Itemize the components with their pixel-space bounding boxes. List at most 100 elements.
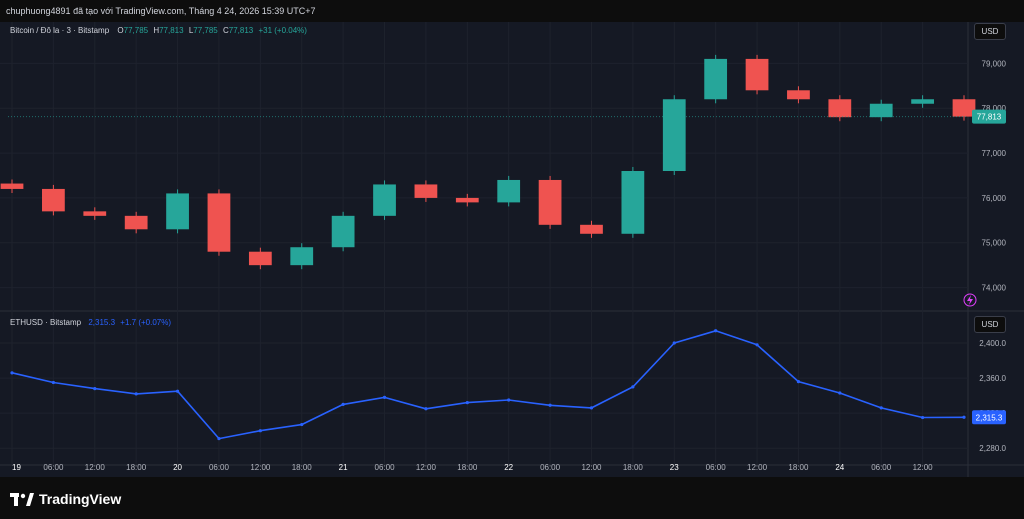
btc-candle[interactable] xyxy=(42,188,65,212)
eth-data-point xyxy=(507,398,511,402)
eth-legend: ETHUSD · Bitstamp 2,315.3 +1.7 (+0.07%) xyxy=(10,318,171,327)
eth-y-tick: 2,280.0 xyxy=(979,444,1006,453)
eth-price-line[interactable] xyxy=(11,330,965,440)
btc-open: 77,785 xyxy=(123,26,149,35)
eth-data-point xyxy=(796,380,801,384)
btc-low: 77,785 xyxy=(193,26,218,35)
btc-candle[interactable] xyxy=(83,211,107,216)
btc-candle[interactable] xyxy=(745,58,769,91)
eth-data-point xyxy=(672,341,676,345)
btc-candle[interactable] xyxy=(828,99,852,118)
btc-candle[interactable] xyxy=(373,184,396,216)
eth-data-point xyxy=(962,415,966,419)
btc-candle[interactable] xyxy=(869,103,893,118)
tradingview-brand[interactable]: TradingView xyxy=(10,491,121,507)
btc-price-label: 77,813 xyxy=(977,113,1002,122)
alert-icon-ring xyxy=(963,293,977,307)
btc-candle[interactable] xyxy=(497,179,521,203)
tradingview-wordmark: TradingView xyxy=(39,491,122,507)
eth-data-point xyxy=(134,392,138,396)
time-axis-label: 12:00 xyxy=(747,463,768,472)
btc-candle[interactable] xyxy=(290,247,314,266)
btc-change: +31 (+0.04%) xyxy=(258,26,307,35)
time-axis-label: 21 xyxy=(339,463,348,472)
btc-candle[interactable] xyxy=(704,58,728,100)
btc-candle[interactable] xyxy=(455,197,479,203)
price-axes: 19 06:00 12:00 18:00 20 06:00 12:00 18:00 21 06:0… xyxy=(12,59,1007,472)
eth-data-point xyxy=(921,415,925,420)
btc-symbol[interactable]: Bitcoin / Đô la · 3 · Bitstamp xyxy=(10,26,110,35)
chart-canvas[interactable]: 19 06:00 12:00 18:00 20 06:00 12:00 18:00 21 06:0… xyxy=(0,22,1024,477)
eth-data-point xyxy=(589,406,594,410)
btc-candle[interactable] xyxy=(621,171,645,234)
footer-bar: TradingView xyxy=(0,477,1024,519)
btc-candles xyxy=(0,54,976,270)
btc-y-tick: 79,000 xyxy=(982,59,1007,68)
btc-candle[interactable] xyxy=(331,215,355,248)
btc-candle[interactable] xyxy=(662,99,686,171)
eth-data-point xyxy=(548,403,552,407)
btc-legend: Bitcoin / Đô la · 3 · Bitstamp O77,785 H… xyxy=(10,26,307,35)
btc-l-label: L xyxy=(188,26,194,35)
time-axis-label: 18:00 xyxy=(623,463,644,472)
time-axis-label: 06:00 xyxy=(871,463,892,472)
btc-candle[interactable] xyxy=(538,179,562,225)
alert-icon-bolt xyxy=(967,295,973,305)
eth-data-point xyxy=(424,407,428,411)
time-axis-label: 12:00 xyxy=(416,463,437,472)
eth-currency-button[interactable]: USD xyxy=(974,316,1006,333)
eth-data-point xyxy=(755,343,759,347)
btc-y-tick: 76,000 xyxy=(982,194,1007,203)
btc-candle[interactable] xyxy=(580,224,603,234)
btc-high: 77,813 xyxy=(159,26,184,35)
btc-y-tick: 77,000 xyxy=(982,149,1007,158)
eth-data-point xyxy=(10,371,14,375)
eth-data-point xyxy=(258,429,262,433)
btc-o-label: O xyxy=(117,26,124,35)
btc-candle[interactable] xyxy=(952,99,976,117)
eth-price-badge xyxy=(972,410,1006,425)
time-axis-label: 12:00 xyxy=(85,463,106,472)
chart-area[interactable]: 19 06:00 12:00 18:00 20 06:00 12:00 18:00 21 06:0… xyxy=(0,22,1024,477)
time-axis-label: 12:00 xyxy=(250,463,271,472)
btc-candle[interactable] xyxy=(911,99,934,104)
btc-candle[interactable] xyxy=(787,90,810,100)
time-axis-label: 19 xyxy=(12,463,21,472)
btc-candle[interactable] xyxy=(207,193,231,252)
eth-data-point xyxy=(217,436,221,441)
alert-lightning-icon[interactable] xyxy=(963,293,977,307)
eth-data-point xyxy=(879,406,883,410)
time-axis-label: 18:00 xyxy=(788,463,809,472)
eth-symbol[interactable]: ETHUSD · Bitstamp xyxy=(10,318,82,327)
eth-data-point xyxy=(465,401,469,405)
btc-candle[interactable] xyxy=(166,193,189,230)
btc-h-label: H xyxy=(153,26,160,35)
snapshot-header: chuphuong4891 đã tạo với TradingView.com… xyxy=(0,0,1024,22)
btc-candle[interactable] xyxy=(248,251,272,266)
btc-y-tick: 74,000 xyxy=(982,284,1007,293)
tradingview-logo-icon xyxy=(10,492,34,506)
eth-price-label: 2,315.3 xyxy=(976,413,1003,422)
time-axis-label: 06:00 xyxy=(43,463,64,472)
eth-line-series xyxy=(10,329,966,441)
eth-data-point xyxy=(93,387,97,391)
eth-data-point xyxy=(175,389,180,393)
btc-currency-button[interactable]: USD xyxy=(974,23,1006,40)
eth-data-point xyxy=(341,402,345,406)
eth-data-point xyxy=(300,422,304,427)
grid-lines xyxy=(0,22,1024,477)
time-axis-label: 12:00 xyxy=(913,463,934,472)
eth-data-point xyxy=(714,329,718,333)
time-axis-label: 22 xyxy=(504,463,513,472)
time-axis-label: 18:00 xyxy=(126,463,147,472)
btc-candle[interactable] xyxy=(414,184,438,198)
eth-data-point xyxy=(631,385,635,389)
time-axis-label: 18:00 xyxy=(292,463,313,472)
btc-c-label: C xyxy=(222,26,229,35)
btc-close: 77,813 xyxy=(228,26,254,35)
time-axis-label: 06:00 xyxy=(540,463,561,472)
btc-candle[interactable] xyxy=(0,183,24,189)
eth-data-point xyxy=(51,380,55,385)
btc-candle[interactable] xyxy=(124,215,148,230)
btc-y-tick: 75,000 xyxy=(982,239,1007,248)
